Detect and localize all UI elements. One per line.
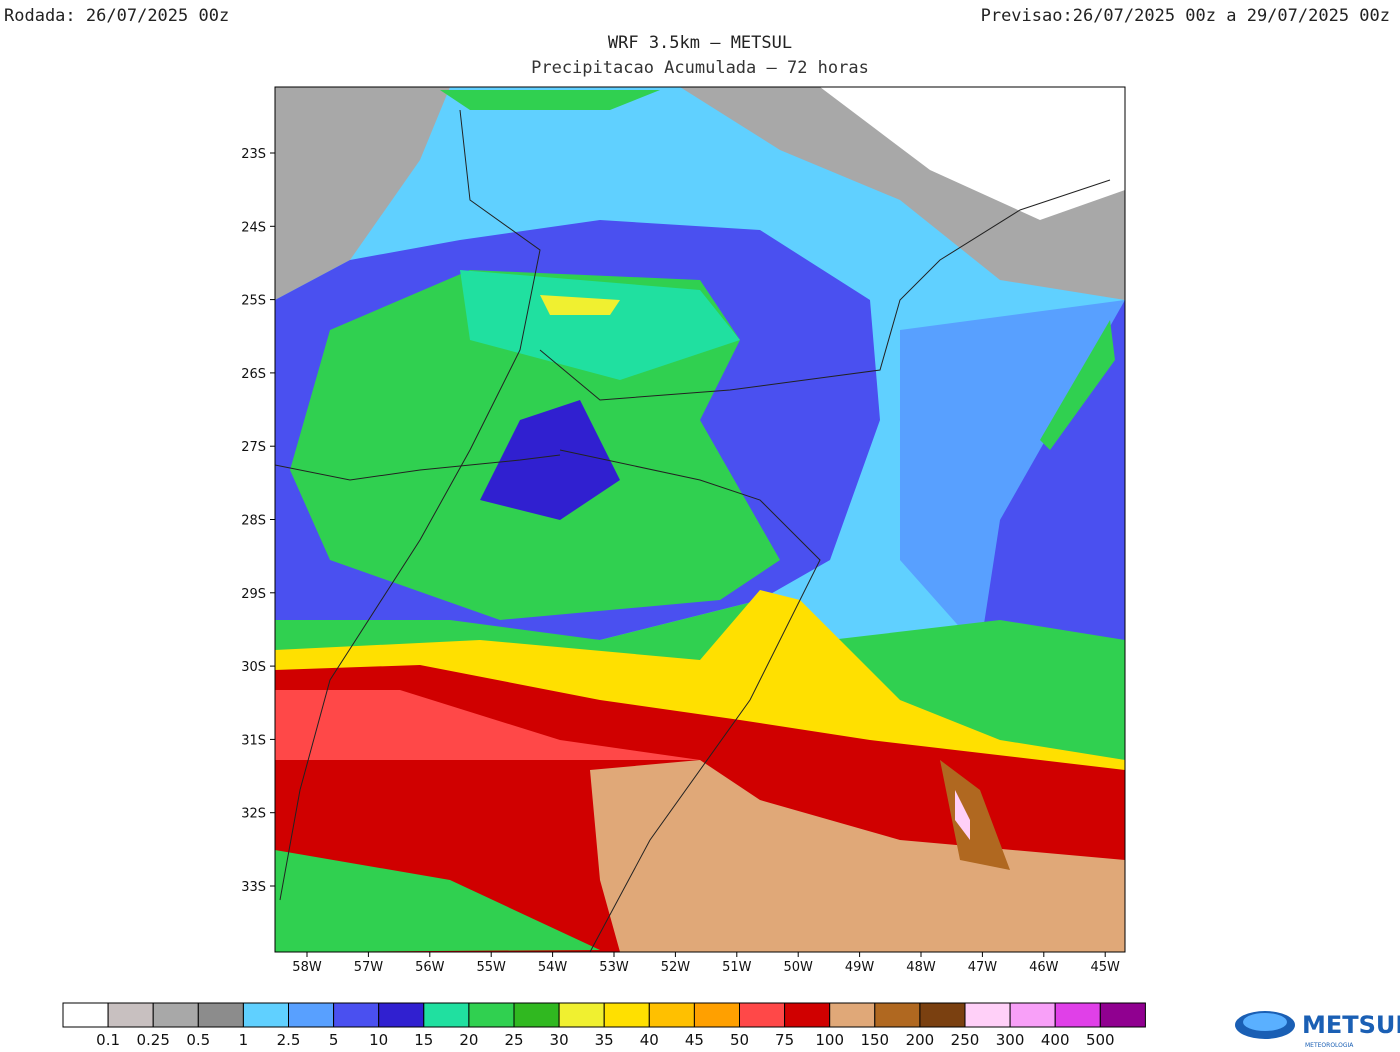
legend-swatch [242,1002,289,1028]
lat-label: 28S [241,514,266,529]
lon-label: 57W [354,960,384,975]
legend-swatch [288,1002,335,1028]
legend-swatch [1054,1002,1101,1028]
lat-label: 23S [241,147,266,162]
lat-label: 33S [241,880,266,895]
legend-label: 15 [414,1031,433,1049]
legend-swatch [197,1002,244,1028]
lat-label: 32S [241,807,266,822]
lon-label: 54W [538,960,568,975]
legend-swatch [62,1002,109,1028]
legend-label: 50 [730,1031,749,1049]
lat-label: 30S [241,660,266,675]
legend-swatch [1099,1002,1146,1028]
legend-label: 0.25 [136,1031,169,1049]
lon-label: 56W [415,960,445,975]
forecast-info: Previsao:26/07/2025 00z a 29/07/2025 00z [981,6,1390,26]
legend-label: 0.1 [96,1031,120,1049]
legend-swatch [919,1002,966,1028]
axis-labels: 23S 24S 25S 26S 27S 28S 29S 30S 31S 32S 33S 58W 57W 5… [241,147,1120,975]
legend-label: 10 [369,1031,388,1049]
legend-swatch [693,1002,741,1028]
legend-label: 0.5 [186,1031,210,1049]
legend-swatch [784,1002,831,1028]
legend-label: 75 [775,1031,794,1049]
legend-label: 20 [459,1031,478,1049]
run-label: Rodada: [4,6,76,26]
legend-label: 40 [640,1031,659,1049]
legend-label: 35 [595,1031,614,1049]
legend-swatch [423,1002,470,1028]
legend-swatch [874,1002,921,1028]
lat-label: 31S [241,733,266,748]
lon-label: 45W [1090,960,1120,975]
lon-label: 50W [783,960,813,975]
lon-label: 53W [599,960,629,975]
legend-label: 100 [815,1031,844,1049]
forecast-range: 26/07/2025 00z a 29/07/2025 00z [1072,6,1390,26]
legend-label: 200 [906,1031,935,1049]
legend-label: 2.5 [277,1031,301,1049]
run-info: Rodada: 26/07/2025 00z [4,6,229,26]
legend-label: 25 [504,1031,523,1049]
legend-swatch [558,1002,605,1028]
logo-tagline: METEOROLOGIA [1305,1042,1354,1049]
legend-label: 300 [996,1031,1025,1049]
lat-label: 27S [241,440,266,455]
legend-swatch [468,1002,515,1028]
legend-label: 1 [239,1031,249,1049]
logo: METSUL METEOROLOGIA [1235,1011,1400,1049]
legend-swatch [603,1002,650,1028]
legend-label: 5 [329,1031,339,1049]
legend-swatch [648,1002,695,1028]
lon-label: 48W [906,960,936,975]
legend-swatch [152,1002,199,1028]
legend-label: 150 [860,1031,889,1049]
subtitle: Precipitacao Acumulada – 72 horas [531,58,869,78]
lon-label: 47W [968,960,998,975]
legend-label: 30 [550,1031,569,1049]
legend-label: 500 [1086,1031,1115,1049]
lon-label: 51W [722,960,752,975]
lon-label: 46W [1029,960,1059,975]
title: WRF 3.5km – METSUL [607,33,793,53]
precip-field [275,87,1125,952]
run-date: 26/07/2025 00z [85,6,230,26]
logo-name: METSUL [1302,1011,1400,1039]
legend-swatch [378,1002,425,1028]
lat-label: 24S [241,220,266,235]
forecast-label: Previsao: [980,6,1073,26]
legend-swatch [513,1002,560,1028]
lon-label: 55W [476,960,506,975]
lon-label: 52W [661,960,691,975]
legend-swatch [964,1002,1011,1028]
legend-label: 400 [1041,1031,1070,1049]
legend-swatch [333,1002,380,1028]
lat-label: 26S [241,367,266,382]
legend-swatch [829,1002,876,1028]
lat-label: 25S [241,294,266,309]
lon-label: 58W [292,960,322,975]
lon-label: 49W [845,960,875,975]
legend-swatch [739,1002,786,1028]
legend-swatch [107,1002,154,1028]
legend-label: 250 [951,1031,980,1049]
legend-label: 45 [685,1031,704,1049]
lat-label: 29S [241,587,266,602]
legend-swatch [1009,1002,1056,1028]
legend: 0.1 0.25 0.5 1 2.5 5 10 15 20 25 30 35 40 45 50 75 100 15… [62,1002,1146,1049]
